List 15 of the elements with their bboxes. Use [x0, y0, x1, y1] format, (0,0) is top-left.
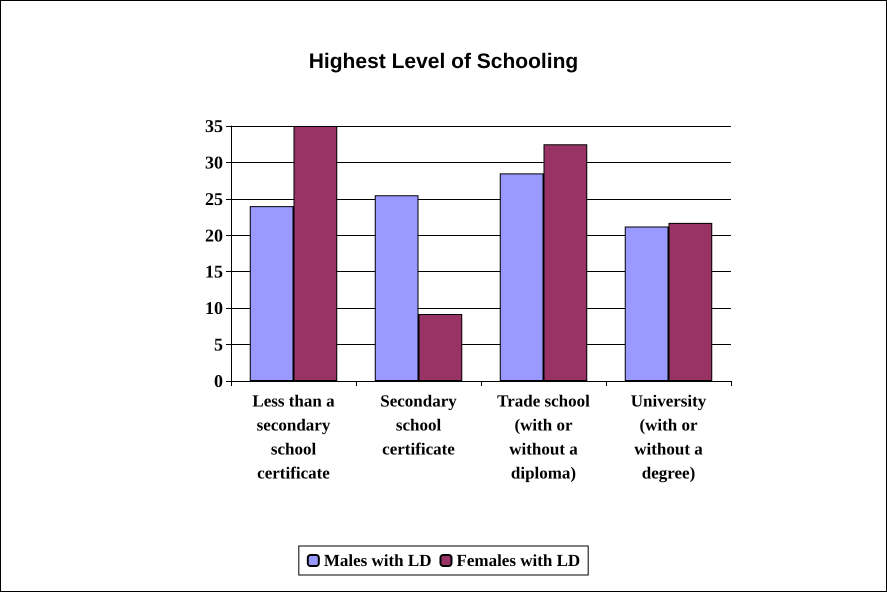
y-tick-label: 35: [205, 116, 223, 136]
y-tick-label: 5: [214, 334, 223, 355]
x-tick-label: University (with or without a degree): [630, 392, 707, 482]
y-tick-label: 30: [205, 152, 223, 172]
legend-label: Females with LD: [456, 551, 580, 570]
x-tick-label: Trade school (with or without a diploma): [497, 392, 590, 482]
legend-label: Males with LD: [324, 551, 432, 570]
y-tick-label: 20: [205, 225, 223, 246]
x-tick-label: Less than a secondary school certificate: [252, 392, 336, 482]
y-tick-label: 25: [205, 188, 223, 209]
y-tick-label: 10: [205, 298, 223, 318]
y-tick-label: 0: [214, 371, 223, 391]
x-tick-label: Secondary school certificate: [380, 392, 458, 458]
chart-title: Highest Level of Schooling: [308, 50, 578, 73]
y-tick-label: 15: [205, 262, 223, 282]
